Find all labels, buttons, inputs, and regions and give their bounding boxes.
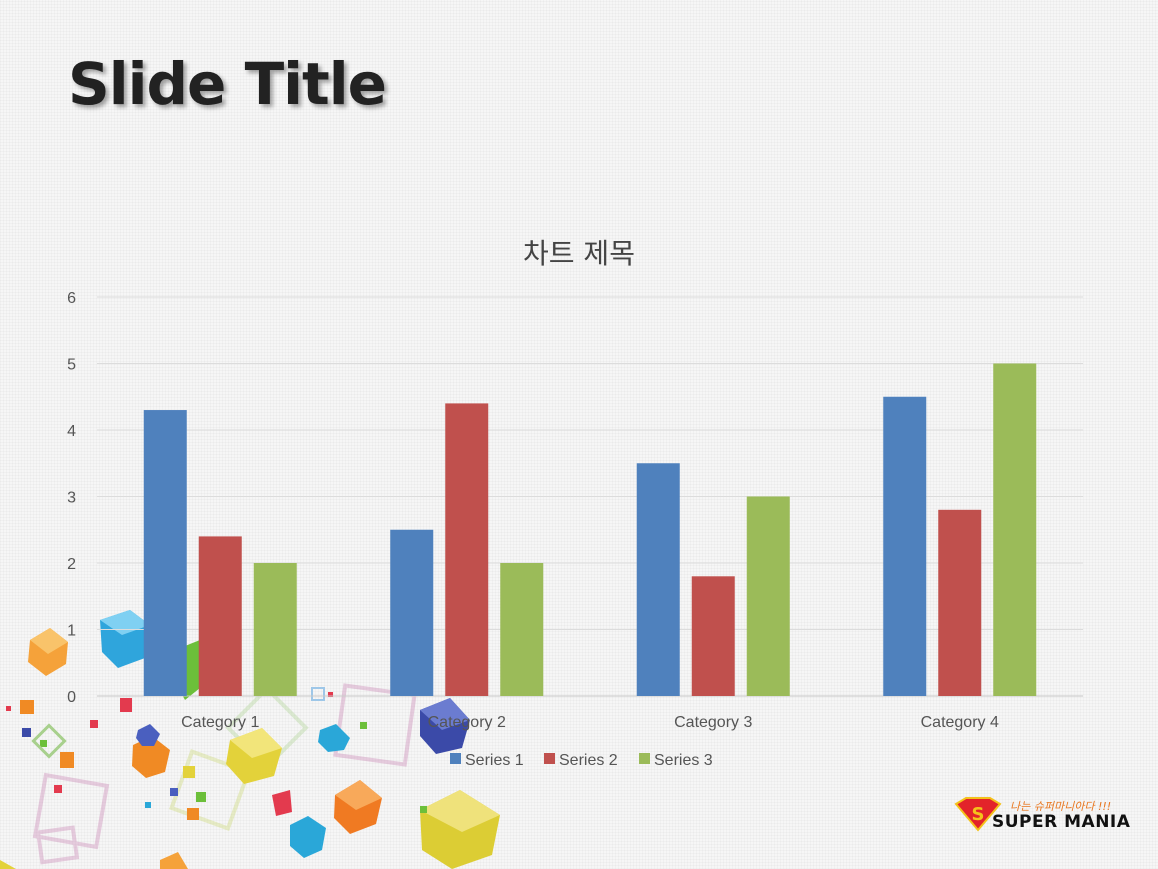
svg-text:S: S [972,804,985,825]
bar-series-1-1 [143,410,187,696]
y-tick-label: 3 [67,490,76,507]
super-mania-logo: S [954,797,1002,832]
bar-series-1-4 [883,396,927,696]
bar-series-2-3 [691,576,735,696]
legend-swatch [450,753,461,764]
bar-series-2-1 [198,536,242,696]
logo-tagline: 나는 슈퍼마니아다 !!! [1010,800,1112,813]
legend-label: Series 1 [465,752,524,769]
bar-series-3-2 [500,563,544,696]
legend-label: Series 3 [654,752,713,769]
bar-series-3-3 [746,496,790,696]
chart-title: 차트 제목 [523,237,635,270]
bar-series-1-3 [636,463,680,696]
legend-swatch [544,753,555,764]
slide-title: Slide Title [68,50,387,118]
y-tick-label: 4 [67,423,76,440]
x-tick-label: Category 4 [921,714,999,731]
bar-series-2-4 [938,509,982,696]
x-tick-label: Category 2 [428,714,506,731]
bar-series-1-2 [390,529,434,696]
legend-swatch [639,753,650,764]
y-tick-label: 5 [67,357,76,374]
bar-series-3-4 [993,363,1037,696]
y-tick-label: 6 [67,290,76,307]
bar-series-2-2 [445,403,489,696]
x-tick-label: Category 3 [674,714,752,731]
x-tick-label: Category 1 [181,714,259,731]
y-tick-label: 1 [67,623,76,640]
logo-text: SUPER MANIA [992,812,1131,832]
bar-series-3-1 [253,563,297,696]
y-tick-label: 0 [67,689,76,706]
y-tick-label: 2 [67,556,76,573]
legend-label: Series 2 [559,752,618,769]
